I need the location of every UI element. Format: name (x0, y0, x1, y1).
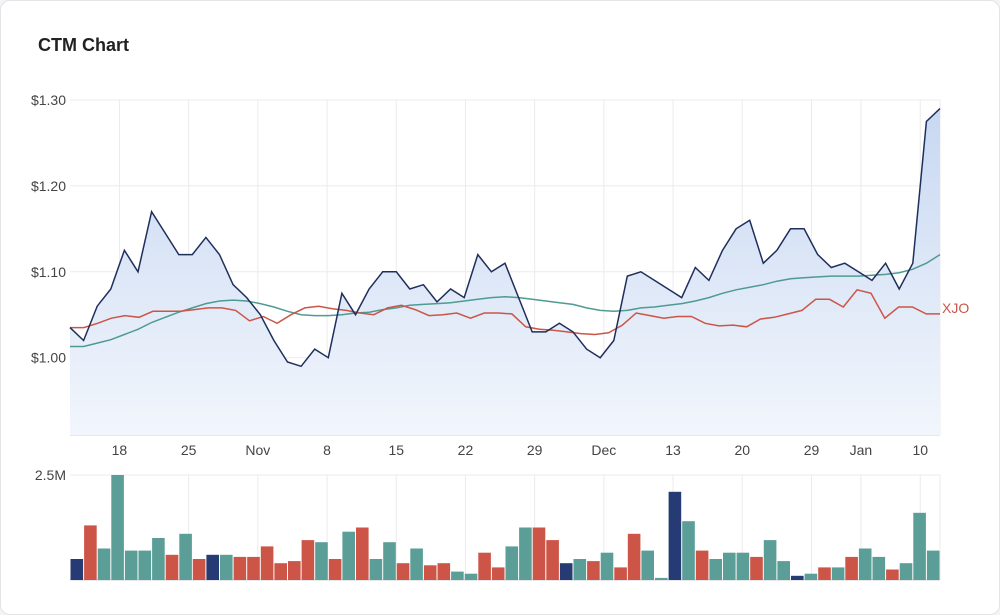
volume-bar (723, 552, 736, 580)
volume-bar (220, 554, 233, 580)
volume-bar (845, 556, 858, 580)
volume-tick-label: 2.5M (35, 467, 66, 483)
volume-bar (872, 556, 886, 580)
volume-bar (233, 556, 247, 580)
volume-bar (641, 550, 654, 580)
volume-bar (451, 571, 464, 580)
volume-bar (804, 573, 818, 580)
x-tick-label: 29 (804, 442, 820, 458)
volume-bar (410, 548, 423, 580)
x-tick-label: 25 (181, 442, 197, 458)
volume-bar (668, 491, 682, 580)
volume-bar (84, 525, 97, 580)
volume-bar (899, 563, 913, 580)
volume-bar (369, 559, 383, 580)
volume-bar (396, 563, 410, 580)
volume-bar (573, 559, 587, 580)
moving-average-line (70, 253, 941, 348)
volume-bar (97, 548, 111, 580)
volume-bar (709, 559, 722, 580)
volume-bar (288, 561, 301, 580)
volume-bar (356, 527, 369, 580)
volume-bar (206, 554, 219, 580)
volume-bar (886, 569, 899, 580)
volume-bar (70, 559, 84, 580)
volume-bar (274, 563, 287, 580)
volume-bar (505, 546, 519, 580)
volume-bar (600, 552, 614, 580)
volume-bar (383, 542, 396, 580)
volume-bar (627, 533, 641, 580)
volume-y-axis: 2.5M (35, 467, 66, 483)
x-tick-label: 15 (388, 442, 404, 458)
volume-bar (478, 552, 491, 580)
volume-bar (532, 527, 546, 580)
volume-bar (913, 512, 926, 580)
y-tick-label: $1.30 (31, 92, 66, 108)
volume-bar (423, 565, 437, 580)
volume-bar (559, 563, 573, 580)
volume-bar (791, 575, 804, 580)
volume-bar (138, 550, 152, 580)
volume-bar (763, 540, 777, 580)
x-tick-label: Dec (591, 442, 616, 458)
x-tick-label: 13 (665, 442, 681, 458)
chart-title: CTM Chart (38, 35, 129, 55)
volume-bar (315, 542, 328, 580)
volume-bar (491, 567, 505, 580)
volume-bar (247, 556, 260, 580)
x-tick-label: Jan (850, 442, 873, 458)
volume-bar (179, 533, 192, 580)
volume-bar (328, 559, 342, 580)
x-tick-label: 29 (527, 442, 543, 458)
volume-bar (736, 552, 750, 580)
price-area (70, 108, 940, 435)
volume-bar (818, 567, 831, 580)
y-tick-label: $1.20 (31, 178, 66, 194)
volume-bars (70, 475, 940, 580)
x-tick-label: 8 (323, 442, 331, 458)
volume-bar (546, 540, 559, 580)
date-x-axis: 18 25 Nov 8 15 22 29 Dec 13 20 29 Jan 10 (112, 442, 929, 458)
ctm-price-line (69, 108, 941, 368)
y-tick-label: $1.00 (31, 350, 66, 366)
volume-bar (858, 548, 872, 580)
x-tick-label: 22 (458, 442, 474, 458)
volume-bar (926, 550, 940, 580)
volume-bar (682, 521, 695, 580)
volume-bar (260, 546, 274, 580)
volume-bar (124, 550, 138, 580)
volume-bar (464, 573, 478, 580)
xjo-series-label: XJO (942, 300, 969, 316)
y-tick-label: $1.10 (31, 264, 66, 280)
volume-bar (587, 561, 600, 580)
volume-bar (192, 559, 206, 580)
volume-bar (165, 554, 179, 580)
x-tick-label: 20 (734, 442, 750, 458)
volume-bar (614, 567, 627, 580)
x-tick-label: 18 (112, 442, 128, 458)
volume-bar (777, 561, 790, 580)
volume-bar (152, 538, 165, 580)
volume-bar (519, 527, 532, 580)
volume-bar (831, 567, 845, 580)
volume-bar (342, 531, 355, 580)
volume-bar (695, 550, 709, 580)
volume-bar (111, 475, 124, 580)
price-y-axis: $1.30 $1.20 $1.10 $1.00 (31, 92, 66, 366)
x-tick-label: Nov (245, 442, 270, 458)
volume-bar (655, 577, 668, 580)
xjo-index-line (70, 288, 940, 336)
volume-bar (437, 563, 451, 580)
x-tick-label: 10 (912, 442, 928, 458)
volume-bar (750, 556, 763, 580)
volume-bar (301, 540, 315, 580)
